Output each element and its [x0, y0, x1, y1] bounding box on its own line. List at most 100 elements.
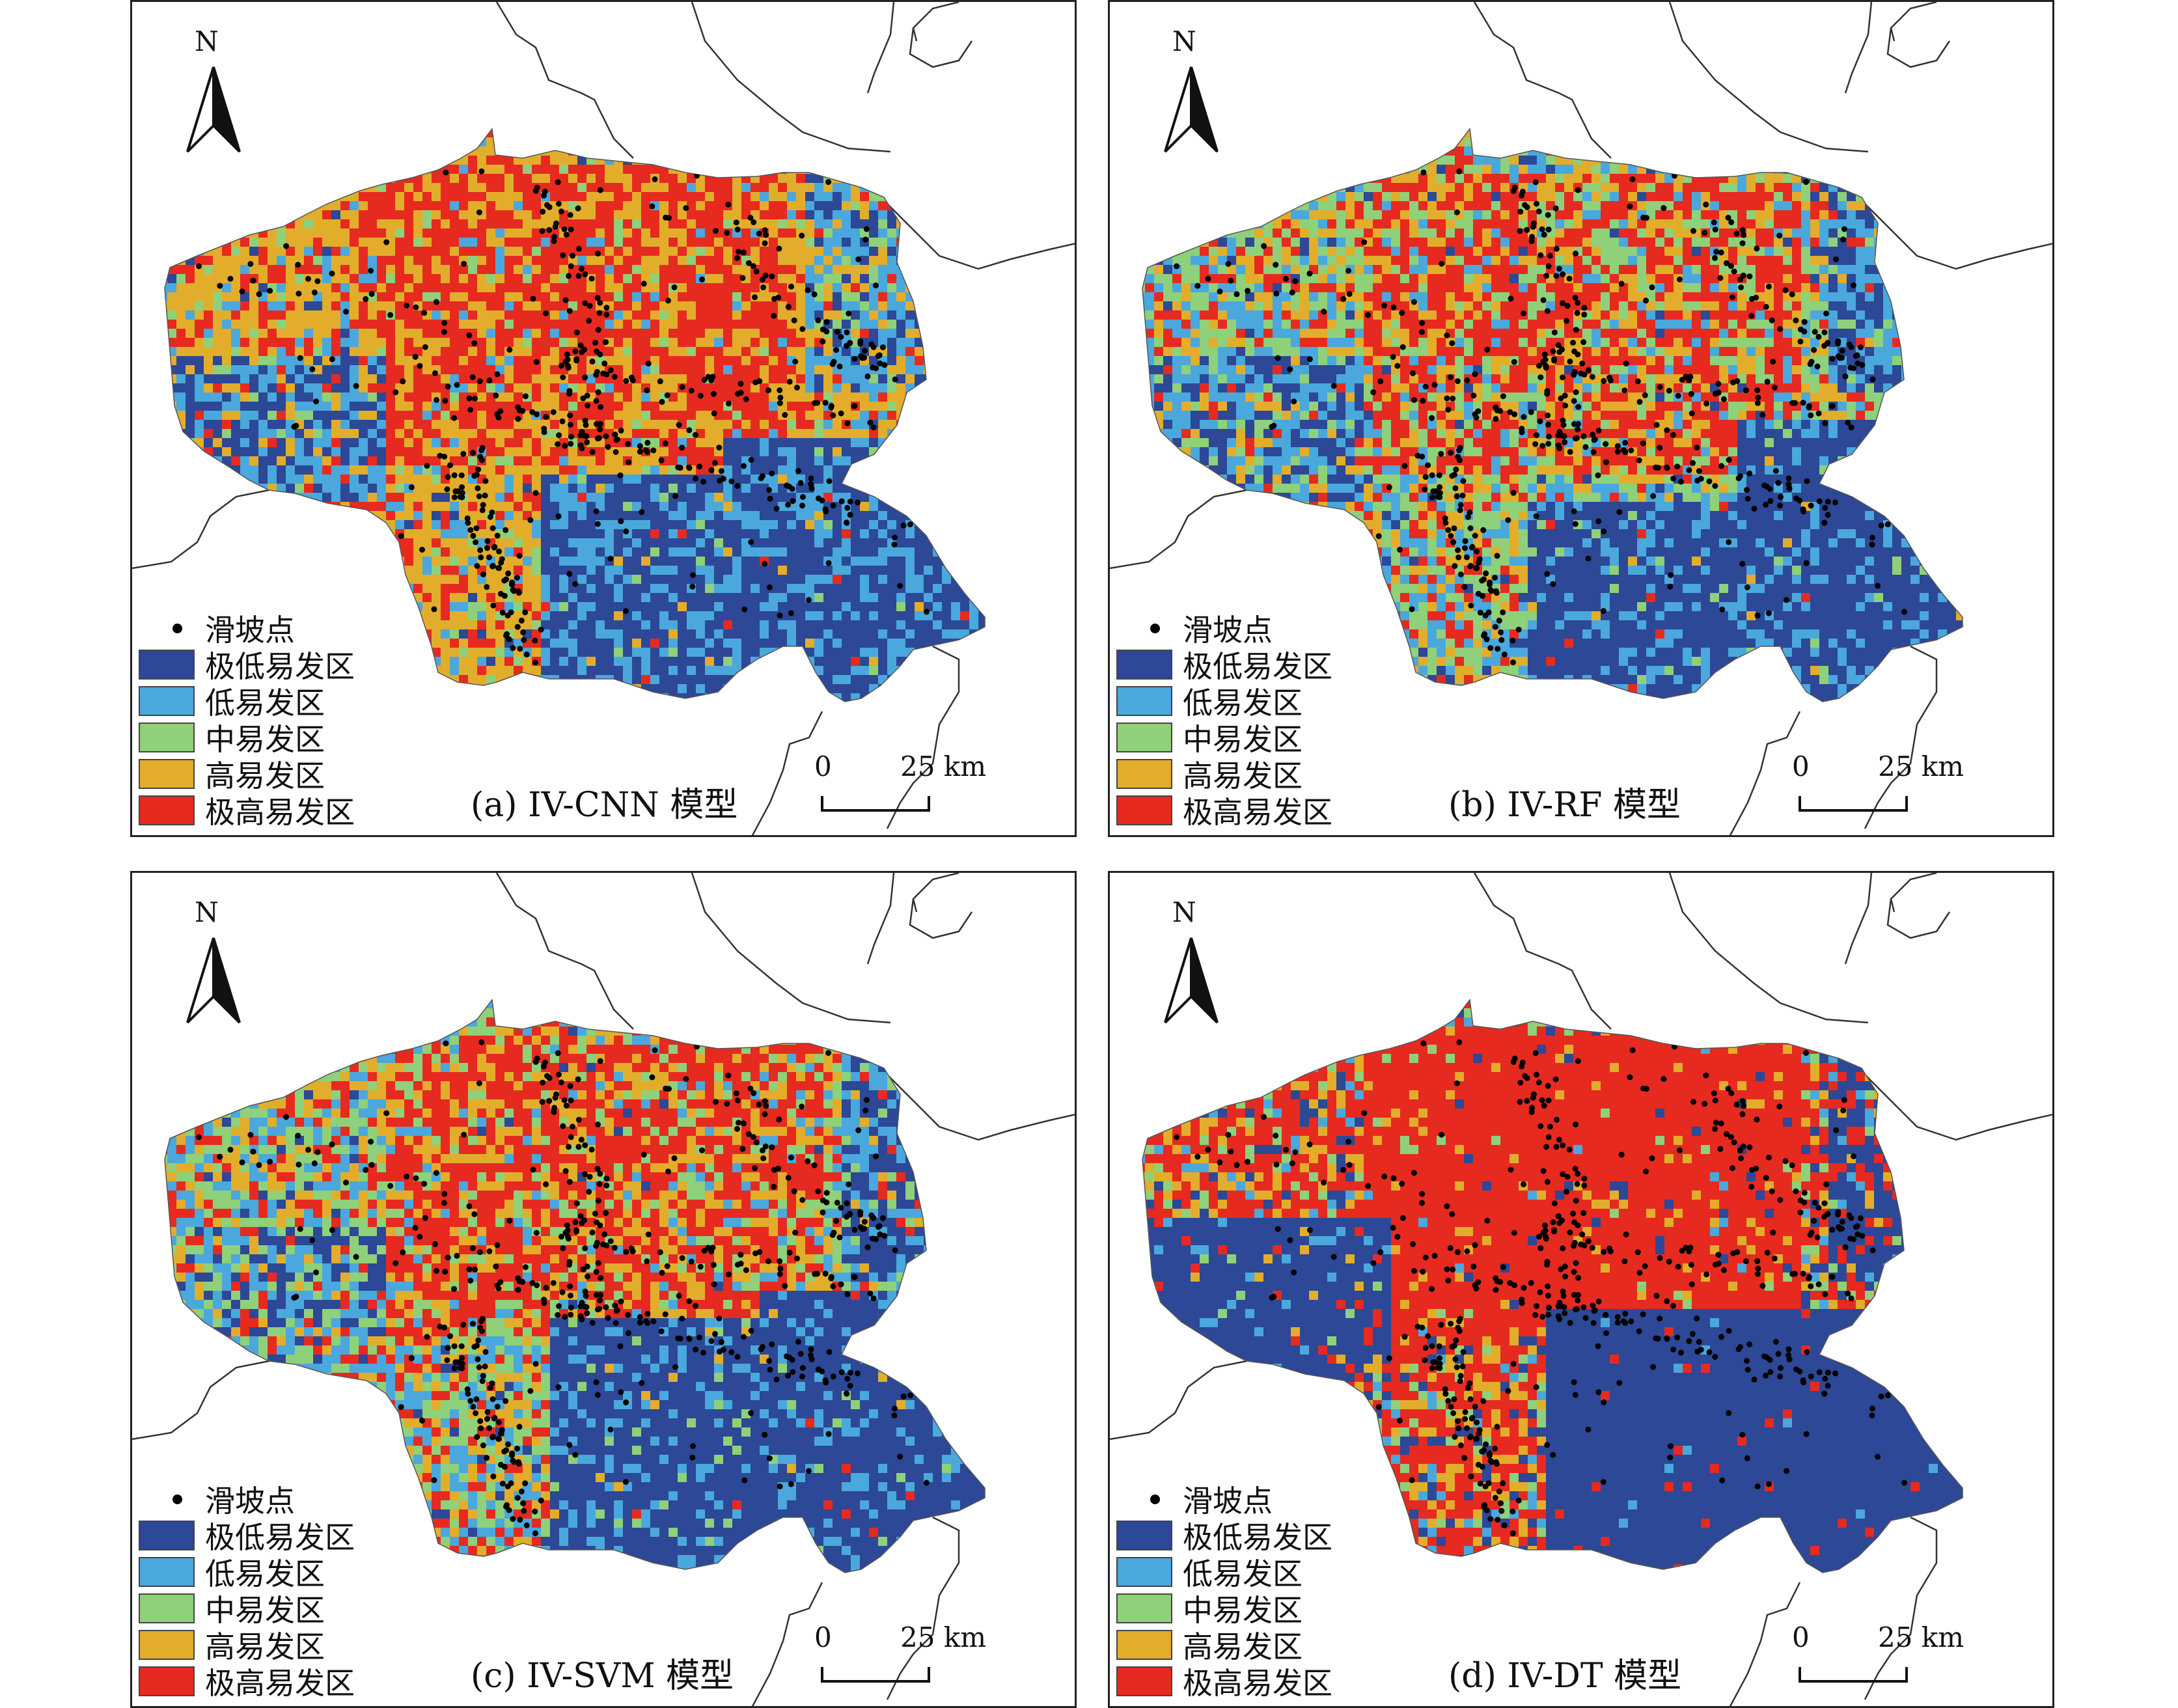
- legend-label: 高易发区: [205, 1623, 325, 1666]
- north-arrow-icon: [186, 937, 241, 1024]
- legend-item-landslide: 滑坡点: [139, 610, 355, 648]
- legend-label: 极低易发区: [1183, 643, 1332, 686]
- panel-caption: (c) IV-SVM 模型: [471, 1648, 734, 1697]
- boundary-line: [495, 2, 634, 159]
- legend-item: 中易发区: [139, 716, 355, 759]
- panel-caption: (b) IV-RF 模型: [1448, 777, 1681, 826]
- boundary-line: [1890, 898, 1895, 913]
- legend-item-landslide: 滑坡点: [139, 1481, 355, 1519]
- north-label: N: [195, 25, 219, 57]
- legend-item: 极低易发区: [139, 1517, 355, 1555]
- map-panel-c: N 滑坡点 极低易发区 低易发区 中易发区 高易发区 极高易发区 (c) I: [130, 871, 1077, 1708]
- legend-label: 极高易发区: [1183, 789, 1332, 832]
- legend-swatch: [139, 1666, 195, 1696]
- boundary-line: [495, 873, 634, 1030]
- legend-swatch: [139, 1557, 195, 1587]
- boundary-line: [866, 873, 895, 965]
- panel-caption: (d) IV-DT 模型: [1448, 1648, 1681, 1697]
- boundary-line: [912, 27, 918, 42]
- boundary-line: [1729, 1582, 1801, 1706]
- legend-item: 中易发区: [1116, 1587, 1332, 1630]
- legend-item: 低易发区: [139, 1554, 355, 1591]
- legend-item: 极低易发区: [1116, 643, 1332, 686]
- boundary-line: [909, 2, 973, 68]
- legend-item-landslide: 滑坡点: [1116, 610, 1332, 648]
- legend-item: 低易发区: [139, 683, 355, 721]
- boundary-line: [1668, 873, 1869, 1024]
- boundary-line: [880, 197, 1075, 270]
- boundary-line: [1886, 873, 1951, 939]
- legend-label: 中易发区: [205, 1587, 325, 1630]
- north-arrow-icon: [1164, 66, 1219, 153]
- legend-swatch: [139, 1593, 195, 1623]
- boundary-line: [1473, 2, 1612, 159]
- legend-swatch: [139, 1521, 195, 1550]
- boundary-line: [132, 489, 269, 570]
- boundary-line: [886, 1516, 960, 1700]
- scale-zero: 0: [814, 1621, 832, 1653]
- legend-item: 极低易发区: [1116, 1517, 1332, 1555]
- legend-item: 极高易发区: [1116, 1663, 1332, 1701]
- scale-line: [821, 796, 930, 812]
- legend-label: 低易发区: [1183, 680, 1303, 723]
- legend-swatch: [1116, 650, 1172, 680]
- boundary-line: [1844, 873, 1873, 965]
- legend-label: 滑坡点: [205, 607, 295, 650]
- boundary-line: [1886, 2, 1951, 68]
- legend: 滑坡点 极低易发区 低易发区 中易发区 高易发区 极高易发区: [1116, 1481, 1332, 1701]
- scale-bar: 0 25 km: [1792, 751, 2000, 822]
- boundary-line: [912, 898, 918, 913]
- legend-label: 极高易发区: [205, 1660, 355, 1703]
- boundary-line: [1729, 711, 1801, 835]
- map-canvas-c: [132, 873, 1075, 1706]
- scale-bar: 0 25 km: [814, 751, 1023, 822]
- scale-zero: 0: [1792, 751, 1810, 782]
- legend-label: 极高易发区: [205, 789, 355, 832]
- legend-label: 高易发区: [1183, 752, 1303, 795]
- legend-swatch: [1116, 759, 1172, 789]
- scale-max: 25 km: [1878, 751, 1964, 782]
- legend-label: 高易发区: [205, 752, 325, 795]
- region-outline: [1142, 128, 1963, 702]
- boundary-line: [751, 1582, 823, 1706]
- legend-label: 中易发区: [1183, 716, 1303, 759]
- legend-item: 高易发区: [139, 1627, 355, 1664]
- boundary-line: [880, 1068, 1075, 1141]
- legend-label: 低易发区: [1183, 1550, 1303, 1593]
- legend-label: 中易发区: [1183, 1587, 1303, 1630]
- legend-label: 中易发区: [205, 716, 325, 759]
- legend-label: 高易发区: [1183, 1623, 1303, 1666]
- scale-zero: 0: [814, 751, 832, 782]
- legend-swatch: [139, 650, 195, 680]
- legend-swatch: [1116, 1630, 1172, 1660]
- legend-swatch: [1116, 1557, 1172, 1587]
- legend-label: 极低易发区: [205, 643, 355, 686]
- legend-swatch: [139, 759, 195, 789]
- legend-item-landslide: 滑坡点: [1116, 1481, 1332, 1519]
- map-panel-b: N 滑坡点 极低易发区 低易发区 中易发区 高易发区 极高易发区 (b) I: [1108, 0, 2054, 837]
- boundary-line: [691, 873, 891, 1024]
- scale-max: 25 km: [900, 1621, 986, 1653]
- boundary-line: [1473, 873, 1612, 1030]
- legend-label: 滑坡点: [1183, 1478, 1273, 1521]
- legend-swatch: [1116, 1593, 1172, 1623]
- region-outline: [164, 999, 986, 1573]
- scale-max: 25 km: [1878, 1621, 1964, 1653]
- legend-swatch: [1116, 795, 1172, 825]
- north-label: N: [195, 896, 219, 928]
- legend-label: 滑坡点: [205, 1478, 295, 1521]
- boundary-line: [1110, 489, 1247, 570]
- legend: 滑坡点 极低易发区 低易发区 中易发区 高易发区 极高易发区: [1116, 610, 1332, 832]
- legend-item: 高易发区: [1116, 756, 1332, 793]
- north-label: N: [1172, 25, 1196, 57]
- legend-item: 高易发区: [139, 756, 355, 793]
- map-panel-a: N 滑坡点 极低易发区 低易发区 中易发区 高易发区 极高易发区 (a) I: [130, 0, 1077, 837]
- landslide-point-icon: [139, 613, 195, 643]
- legend-swatch: [1116, 723, 1172, 752]
- legend-swatch: [139, 723, 195, 752]
- scale-max: 25 km: [900, 751, 986, 782]
- legend-item: 极高易发区: [139, 789, 355, 832]
- north-label: N: [1172, 896, 1196, 928]
- region-outline: [164, 128, 986, 702]
- scale-line: [1799, 1667, 1908, 1683]
